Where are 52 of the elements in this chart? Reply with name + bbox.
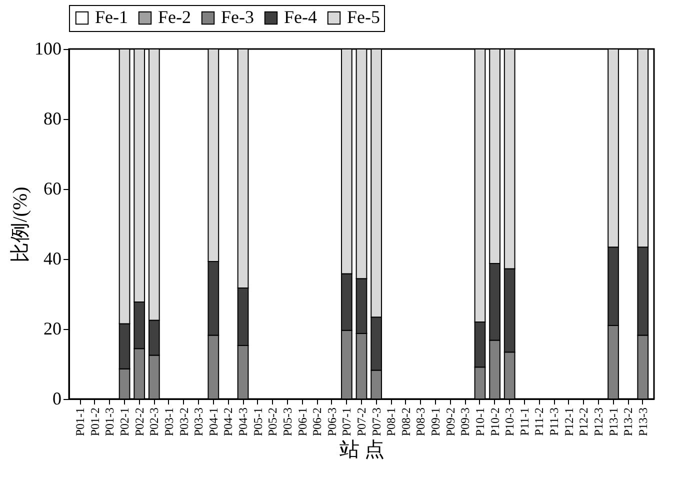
legend-label: Fe-1 bbox=[95, 7, 128, 27]
x-tick-label: P10-3 bbox=[502, 408, 517, 436]
legend-label: Fe-3 bbox=[221, 7, 254, 27]
y-tick-label: 100 bbox=[34, 38, 62, 58]
x-tick-label: P01-2 bbox=[88, 408, 102, 436]
x-tick-label: P02-2 bbox=[132, 408, 146, 436]
x-tick-label: P08-2 bbox=[398, 408, 413, 436]
x-tick-label: P04-2 bbox=[221, 408, 236, 436]
x-tick-label: P11-1 bbox=[517, 408, 532, 436]
y-axis-title: 比例/(%) bbox=[10, 186, 32, 262]
x-tick-label: P09-1 bbox=[428, 408, 443, 436]
x-tick-label: P04-3 bbox=[236, 408, 250, 436]
x-tick-label: P05-3 bbox=[280, 408, 294, 436]
legend-label: Fe-5 bbox=[347, 7, 380, 27]
x-tick-label: P13-1 bbox=[606, 408, 620, 436]
x-tick-label: P09-3 bbox=[458, 408, 472, 436]
x-tick-label: P13-2 bbox=[621, 408, 636, 436]
x-tick-label: P07-3 bbox=[369, 408, 384, 436]
x-tick-label: P01-1 bbox=[73, 408, 88, 436]
x-tick-label: P03-3 bbox=[192, 408, 206, 436]
x-tick-label: P09-2 bbox=[443, 408, 458, 436]
y-tick-label: 40 bbox=[44, 248, 62, 268]
x-axis-title: 站 点 bbox=[340, 439, 384, 462]
x-tick-label: P01-3 bbox=[102, 408, 117, 436]
x-tick-label: P10-1 bbox=[472, 408, 487, 436]
x-tick-label: P12-3 bbox=[591, 408, 606, 436]
x-tick-label: P05-2 bbox=[266, 408, 280, 436]
x-tick-label: P12-1 bbox=[562, 408, 576, 436]
y-tick-label: 60 bbox=[44, 178, 62, 198]
x-tick-label: P02-1 bbox=[118, 408, 132, 436]
x-tick-label: P12-2 bbox=[576, 408, 591, 436]
x-tick-label: P07-2 bbox=[354, 408, 368, 436]
y-tick-label: 20 bbox=[44, 318, 62, 338]
x-tick-label: P11-3 bbox=[547, 408, 562, 436]
x-tick-label: P06-2 bbox=[310, 408, 324, 436]
legend-label: Fe-2 bbox=[158, 7, 191, 27]
x-tick-label: P06-1 bbox=[295, 408, 310, 436]
x-tick-label: P05-1 bbox=[250, 408, 265, 436]
x-tick-label: P02-3 bbox=[147, 408, 162, 436]
x-tick-label: P10-2 bbox=[488, 408, 502, 436]
x-tick-label: P03-2 bbox=[176, 408, 191, 436]
y-tick-label: 80 bbox=[44, 108, 62, 128]
x-tick-label: P08-1 bbox=[384, 408, 398, 436]
y-tick-label: 0 bbox=[52, 388, 62, 408]
x-tick-label: P04-1 bbox=[206, 408, 220, 436]
x-tick-label: P08-3 bbox=[414, 408, 428, 436]
x-tick-label: P03-1 bbox=[162, 408, 176, 436]
x-tick-label: P06-3 bbox=[324, 408, 339, 436]
x-tick-label: P07-1 bbox=[340, 408, 354, 436]
legend-label: Fe-4 bbox=[284, 7, 317, 27]
x-tick-label: P11-2 bbox=[532, 408, 546, 436]
x-tick-label: P13-3 bbox=[636, 408, 650, 436]
